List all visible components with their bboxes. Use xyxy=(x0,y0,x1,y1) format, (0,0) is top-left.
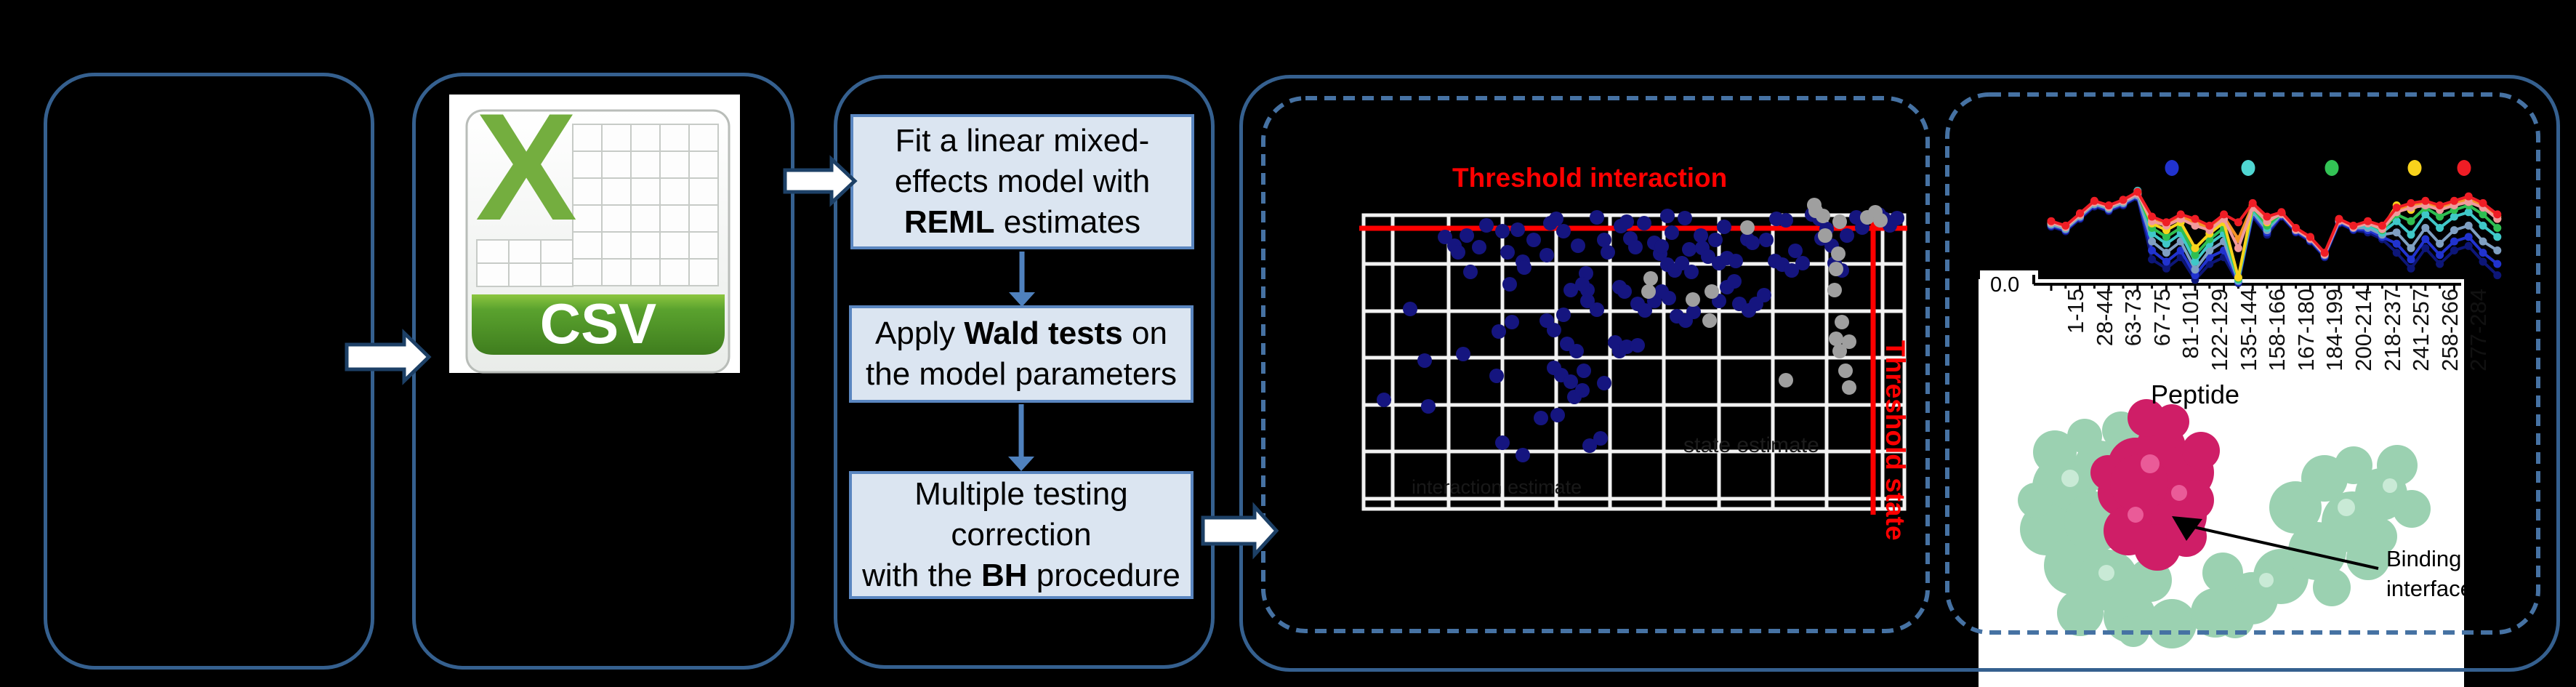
linechart-xtick-label: 28-44 xyxy=(2091,289,2117,347)
spreadsheet-grid xyxy=(572,124,719,286)
scatter-faint-axis-text: interaction estimate xyxy=(1412,476,1582,498)
linechart-ytick-label: 0.0 xyxy=(1990,273,2020,297)
linechart-xtick-label: 200-214 xyxy=(2351,289,2376,371)
step-text: with the BH procedure xyxy=(862,558,1180,593)
scatter-gridlines xyxy=(1361,213,1907,511)
linechart-xaxis-title: Peptide xyxy=(2150,379,2240,409)
excel-x-glyph: X xyxy=(475,81,577,252)
threshold-state-label: Threshold state xyxy=(1880,340,1910,541)
binding-interface-annotation: Binding interface xyxy=(2386,544,2464,603)
step-wald-tests: Apply Wald tests on the model parameters xyxy=(849,305,1194,403)
flow-arrow-input-to-csv xyxy=(345,329,432,385)
linechart-xtick-label: 258-266 xyxy=(2436,289,2463,371)
step-text: effects model with xyxy=(894,164,1151,199)
flow-arrow-csv-to-model xyxy=(783,155,858,207)
step-bh-correction: Multiple testing correction with the BH … xyxy=(849,471,1194,599)
dashed-box-scatter xyxy=(1261,96,1930,633)
binding-interface-arrow xyxy=(2172,516,2379,570)
csv-file-icon: X CSV xyxy=(465,81,730,374)
linechart-legend-dots xyxy=(2165,160,2471,176)
linechart-xtick-label: 1-15 xyxy=(2063,289,2088,334)
linechart-xtick-label: 241-257 xyxy=(2408,289,2434,371)
scatter-faint-axis-text: state estimate xyxy=(1683,433,1819,457)
csv-banner-label: CSV xyxy=(540,292,656,355)
connector-arrow-1 xyxy=(1009,252,1035,307)
linechart-xtick-label: 184-199 xyxy=(2322,289,2348,371)
linechart-xtick-label: 158-166 xyxy=(2264,289,2290,371)
flow-arrow-model-to-results xyxy=(1201,502,1279,560)
step-text: the model parameters xyxy=(866,356,1177,392)
step-text: Fit a linear mixed- xyxy=(895,123,1150,158)
linechart-xtick-label: 277-284 xyxy=(2466,289,2492,371)
scatter-data-points xyxy=(1377,198,1904,462)
linechart-xtick-label: 167-180 xyxy=(2293,289,2319,371)
dashed-box-protein xyxy=(1945,92,2540,635)
annotation-line: interface xyxy=(2386,576,2464,601)
csv-banner xyxy=(472,294,725,355)
spreadsheet-grid-small xyxy=(476,239,573,287)
threshold-interaction-label: Threshold interaction xyxy=(1452,163,1728,193)
step-text: REML estimates xyxy=(903,204,1141,240)
linechart-series xyxy=(2047,186,2502,287)
step-text: Apply Wald tests on xyxy=(875,316,1167,351)
panel-results xyxy=(1239,75,2560,672)
step-text: Multiple testing xyxy=(914,476,1128,512)
connector-arrow-2 xyxy=(1008,404,1034,471)
step-text: correction xyxy=(951,517,1092,553)
scatter-threshold-lines xyxy=(1359,212,1907,515)
linechart-xtick-label: 218-237 xyxy=(2379,289,2405,371)
step-fit-model: Fit a linear mixed- effects model with R… xyxy=(850,114,1194,249)
protein-structure xyxy=(2018,399,2431,648)
annotation-line: Binding xyxy=(2386,546,2462,571)
linechart-axis xyxy=(2032,275,2499,291)
yaxis-label-background xyxy=(1980,270,2038,294)
panel-stats-workflow xyxy=(834,75,1215,669)
